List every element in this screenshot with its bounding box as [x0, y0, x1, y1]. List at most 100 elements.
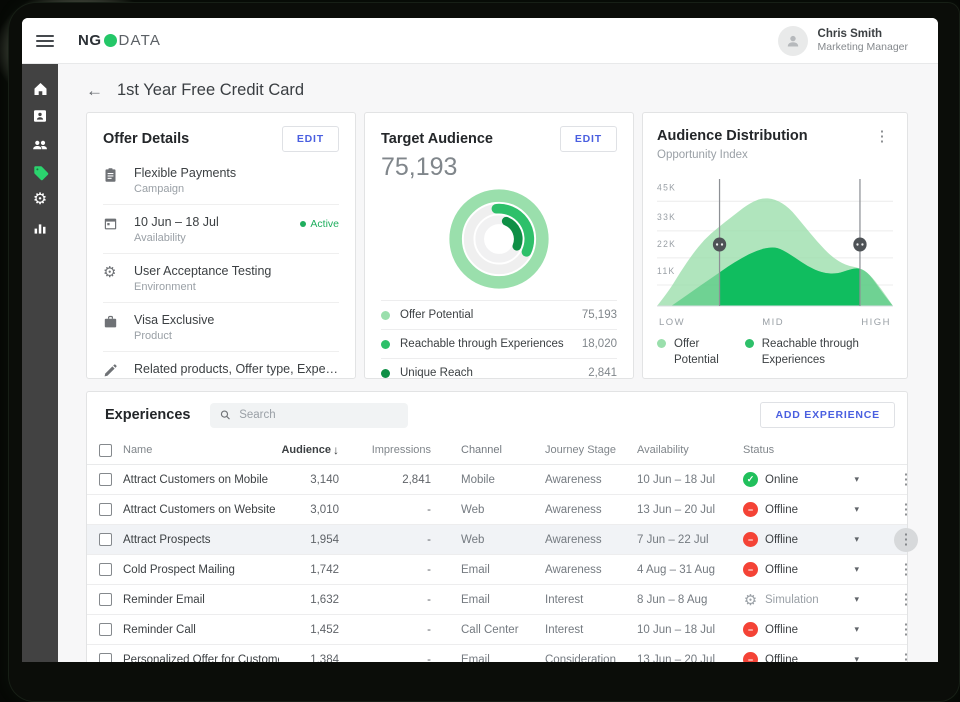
cell-impressions: -	[427, 593, 431, 606]
target-audience-total: 75,193	[381, 153, 458, 181]
row-kebab-menu[interactable]: ⋮	[894, 588, 918, 612]
cell-journey-stage: Awareness	[545, 503, 602, 516]
offer-item-subtitle: Campaign	[134, 183, 185, 195]
status-offline-icon: −	[743, 562, 758, 577]
status-label: Offline	[765, 653, 799, 663]
cell-name: Cold Prospect Mailing	[123, 563, 235, 576]
add-experience-button[interactable]: ADD EXPERIENCE	[760, 402, 895, 428]
chevron-down-icon[interactable]: ▾	[854, 564, 859, 574]
search-icon	[221, 410, 231, 420]
kebab-icon: ⋮	[898, 501, 914, 518]
chevron-down-icon[interactable]: ▾	[854, 654, 859, 662]
row-kebab-menu[interactable]: ⋮	[894, 618, 918, 642]
status-label: Offline	[765, 533, 799, 546]
legend-dot	[381, 310, 390, 320]
cell-name: Attract Prospects	[123, 533, 211, 546]
x-label-mid: MID	[762, 317, 785, 328]
row-checkbox[interactable]	[99, 533, 112, 546]
table-header: Name Audience ↓ Impressions Channel Jour…	[87, 436, 907, 465]
people-icon	[33, 140, 47, 150]
table-row[interactable]: Attract Customers on Website 3,010 - Web…	[87, 495, 914, 525]
audience-distribution-chart[interactable]: 45K 33K 22K 11K	[657, 165, 893, 315]
cell-availability: 4 Aug – 31 Aug	[637, 563, 716, 576]
user-menu[interactable]: Chris Smith Marketing Manager	[777, 25, 908, 56]
kebab-icon: ⋮	[898, 531, 914, 548]
sidebar-item-contacts[interactable]	[22, 102, 58, 130]
offer-item-subtitle: Availability	[134, 232, 186, 244]
chevron-down-icon[interactable]: ▾	[854, 504, 859, 514]
offer-edit-button[interactable]: EDIT	[281, 126, 339, 152]
kebab-menu-icon[interactable]: ⋮	[874, 127, 890, 145]
status-dropdown[interactable]: − Offline ▾	[743, 622, 885, 637]
row-checkbox[interactable]	[99, 473, 112, 486]
page-title: 1st Year Free Credit Card	[117, 80, 305, 99]
hamburger-menu-icon[interactable]	[36, 34, 54, 47]
target-audience-title: Target Audience	[381, 131, 493, 147]
chevron-down-icon[interactable]: ▾	[854, 474, 859, 484]
slider-handle[interactable]	[853, 237, 867, 252]
cell-name: Reminder Call	[123, 623, 196, 636]
table-row[interactable]: Attract Prospects 1,954 - Web Awareness …	[87, 525, 918, 555]
calendar-icon	[103, 216, 119, 234]
row-checkbox[interactable]	[99, 653, 112, 662]
chevron-down-icon[interactable]: ▾	[854, 594, 859, 604]
back-arrow-icon[interactable]: ←	[86, 80, 103, 100]
table-row[interactable]: Personalized Offer for Customers 1,384 -…	[87, 645, 914, 662]
sidebar-item-audiences[interactable]	[22, 130, 58, 158]
target-audience-edit-button[interactable]: EDIT	[559, 126, 617, 152]
col-header-name[interactable]: Name	[123, 444, 153, 456]
select-all-checkbox[interactable]	[99, 443, 112, 457]
row-checkbox[interactable]	[99, 623, 112, 636]
svg-text:22K: 22K	[657, 239, 676, 249]
col-header-journey-stage[interactable]: Journey Stage	[545, 444, 616, 456]
table-row[interactable]: Attract Customers on Mobile 3,140 2,841 …	[87, 465, 914, 495]
row-kebab-menu[interactable]: ⋮	[894, 527, 918, 552]
status-dropdown[interactable]: − Offline ▾	[743, 562, 885, 577]
status-offline-icon: −	[743, 622, 758, 637]
slider-handle[interactable]	[712, 237, 727, 252]
col-header-impressions[interactable]: Impressions	[371, 444, 431, 456]
row-kebab-menu[interactable]: ⋮	[894, 498, 918, 522]
row-checkbox[interactable]	[99, 593, 112, 606]
status-dropdown[interactable]: − Offline ▾	[743, 532, 885, 547]
sidebar-item-home[interactable]	[22, 74, 58, 102]
offer-item-subtitle: Product	[134, 330, 172, 342]
active-status-badge: Active	[300, 218, 339, 230]
svg-text:33K: 33K	[657, 212, 676, 222]
cell-audience: 1,954	[310, 533, 339, 546]
home-icon	[34, 82, 46, 95]
row-kebab-menu[interactable]: ⋮	[894, 558, 918, 582]
status-dropdown[interactable]: − Offline ▾	[743, 652, 885, 662]
col-header-audience[interactable]: Audience ↓	[281, 443, 339, 457]
legend-value: 75,193	[581, 309, 617, 321]
status-label: Online	[765, 473, 799, 486]
legend-row-offer-potential: Offer Potential 75,193	[381, 300, 617, 329]
search-box[interactable]	[210, 402, 409, 428]
table-row[interactable]: Reminder Call 1,452 - Call Center Intere…	[87, 615, 914, 645]
svg-text:45K: 45K	[657, 182, 676, 192]
sidebar-item-offers-active[interactable]	[22, 158, 58, 186]
sidebar-item-analytics[interactable]	[22, 214, 58, 242]
status-dropdown[interactable]: − Offline ▾	[743, 502, 885, 517]
avatar[interactable]	[777, 25, 808, 56]
col-header-status[interactable]: Status	[743, 444, 775, 456]
cell-channel: Call Center	[461, 623, 519, 636]
sidebar-item-settings[interactable]: ⚙	[22, 186, 58, 214]
status-dropdown[interactable]: ✓ Online ▾	[743, 472, 885, 487]
table-row[interactable]: Cold Prospect Mailing 1,742 - Email Awar…	[87, 555, 914, 585]
status-dropdown[interactable]: ⚙ Simulation ▾	[743, 592, 885, 609]
table-row[interactable]: Reminder Email 1,632 - Email Interest 8 …	[87, 585, 914, 615]
search-input[interactable]	[239, 409, 399, 421]
gear-icon: ⚙	[32, 191, 48, 208]
legend-label: Reachable through Experiences	[400, 338, 564, 350]
row-checkbox[interactable]	[99, 563, 112, 576]
offer-item-custom-attributes: Related products, Offer type, Expected..…	[103, 352, 339, 378]
row-kebab-menu[interactable]: ⋮	[894, 648, 918, 662]
chevron-down-icon[interactable]: ▾	[854, 624, 859, 634]
status-label: Offline	[765, 563, 799, 576]
col-header-availability[interactable]: Availability	[637, 444, 689, 456]
chevron-down-icon[interactable]: ▾	[854, 534, 859, 544]
row-checkbox[interactable]	[99, 503, 112, 516]
row-kebab-menu[interactable]: ⋮	[894, 468, 918, 492]
col-header-channel[interactable]: Channel	[461, 444, 502, 456]
